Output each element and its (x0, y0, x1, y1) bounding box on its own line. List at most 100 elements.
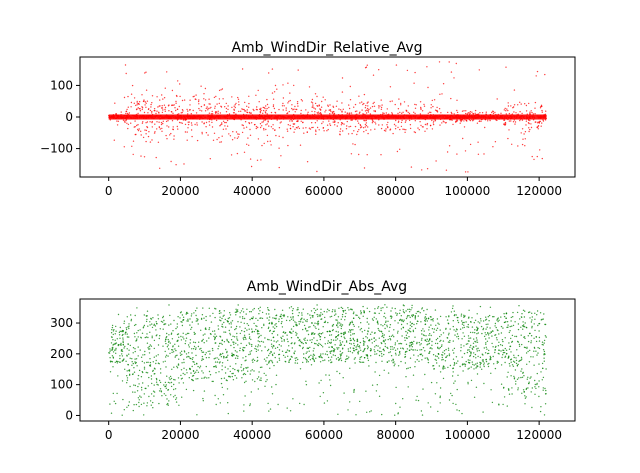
data-point (406, 332, 409, 334)
data-point (155, 112, 157, 115)
data-point (467, 368, 469, 370)
data-point (178, 404, 180, 406)
data-point (429, 124, 432, 127)
data-point (249, 351, 251, 353)
data-point (240, 321, 242, 323)
data-point (238, 110, 240, 113)
data-point (242, 349, 245, 352)
data-point (139, 395, 141, 397)
data-point (151, 110, 153, 113)
data-point (489, 327, 491, 329)
data-point (281, 105, 284, 107)
data-point (339, 324, 341, 327)
data-point (219, 319, 221, 321)
data-point (148, 352, 151, 354)
data-point (483, 365, 485, 368)
data-point (241, 370, 243, 372)
data-point (228, 329, 230, 332)
data-point (495, 345, 497, 348)
data-point (138, 401, 140, 404)
data-point (248, 95, 250, 98)
data-point (329, 384, 332, 387)
data-point (297, 314, 299, 317)
data-point (286, 338, 288, 340)
data-point (168, 126, 170, 128)
data-point (137, 129, 140, 132)
data-point (169, 378, 171, 381)
data-point (226, 119, 229, 122)
data-point (488, 349, 490, 352)
data-point (463, 110, 465, 112)
data-point (241, 316, 244, 318)
data-point (264, 107, 266, 110)
data-point (287, 316, 289, 318)
data-point (479, 366, 481, 368)
series-points-relative (108, 61, 547, 173)
data-point (316, 170, 318, 173)
data-point (196, 124, 198, 126)
data-point (195, 354, 197, 357)
data-point (400, 121, 403, 124)
data-point (157, 106, 159, 108)
data-point (201, 339, 203, 342)
data-point (124, 121, 126, 124)
data-point (380, 106, 383, 109)
data-point (427, 343, 429, 345)
data-point (495, 337, 498, 339)
data-point (167, 120, 169, 122)
data-point (212, 330, 214, 332)
data-point (143, 99, 145, 101)
data-point (531, 111, 533, 114)
data-point (338, 322, 341, 324)
data-point (141, 94, 143, 96)
data-point (121, 414, 123, 416)
data-point (186, 332, 189, 335)
data-point (243, 404, 245, 406)
data-point (264, 346, 266, 348)
data-point (448, 399, 451, 401)
data-point (481, 112, 484, 114)
data-point (527, 335, 529, 337)
data-point (190, 113, 192, 115)
data-point (263, 324, 265, 327)
data-point (228, 133, 230, 135)
data-point (193, 333, 196, 335)
data-point (268, 313, 270, 315)
data-point (302, 127, 304, 129)
data-point (462, 370, 464, 372)
data-point (177, 340, 179, 342)
data-point (474, 329, 476, 331)
data-point (326, 400, 329, 402)
data-point (465, 110, 467, 112)
data-point (252, 316, 254, 318)
data-point (228, 341, 230, 344)
data-point (447, 341, 450, 343)
data-point (261, 327, 263, 329)
data-point (133, 332, 136, 335)
data-point (473, 364, 475, 366)
data-point (497, 345, 500, 347)
data-point (543, 354, 545, 356)
data-point (270, 339, 272, 341)
data-point (160, 107, 163, 109)
data-point (319, 338, 321, 341)
data-point (520, 359, 522, 361)
data-point (489, 332, 491, 334)
data-point (492, 330, 494, 332)
data-point (305, 380, 307, 382)
data-point (164, 360, 166, 362)
data-point (271, 68, 274, 70)
data-point (338, 108, 340, 110)
data-point (514, 369, 517, 371)
data-point (358, 326, 360, 328)
data-point (336, 338, 339, 340)
data-point (127, 127, 129, 130)
data-point (426, 66, 428, 68)
data-point (278, 359, 281, 361)
data-point (544, 403, 547, 405)
data-point (543, 357, 545, 359)
data-point (237, 310, 239, 313)
data-point (475, 337, 478, 339)
data-point (281, 309, 284, 311)
data-point (205, 315, 207, 318)
